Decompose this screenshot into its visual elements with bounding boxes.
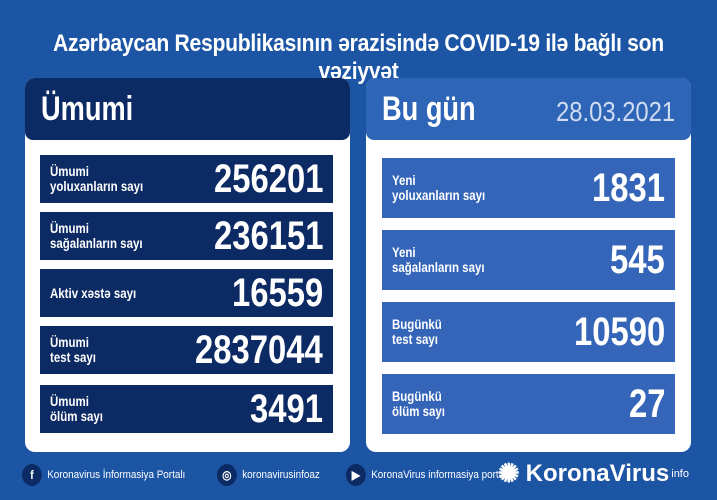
logo-sup: info [671,467,689,480]
stat-row: Bugünkü test sayı 10590 [382,302,675,362]
stat-label: Yeni sağalanların sayı [392,244,485,275]
stat-label: Bugünkü test sayı [392,316,442,347]
logo-text: KoronaVirus [525,459,670,487]
stat-row: Ümumi ölüm sayı 3491 [40,385,333,433]
facebook-link[interactable]: f Koronavirus İnformasiya Portalı [22,464,185,486]
stat-row: Ümumi sağalanların sayı 236151 [40,212,333,260]
stat-value: 27 [628,381,665,426]
total-header: Ümumi [25,78,350,140]
stat-value: 256201 [213,156,323,201]
stat-label: Ümumi sağalanların sayı [50,220,143,251]
stat-label: Yeni yoluxanların sayı [392,172,486,203]
stat-value: 3491 [250,386,323,431]
today-heading: Bu gün [382,90,476,128]
footer: f Koronavirus İnformasiya Portalı ◎ korona… [22,460,717,490]
stat-row: Yeni yoluxanların sayı 1831 [382,158,675,218]
stat-label: Ümumi test sayı [50,334,96,365]
stat-value: 2837044 [195,327,323,372]
instagram-icon: ◎ [217,464,238,486]
stat-value: 545 [610,237,665,282]
stat-value: 16559 [231,270,323,315]
instagram-link[interactable]: ◎ koronavirusinfoaz [217,464,320,486]
youtube-label: KoronaVirus informasiya portalı [370,469,509,481]
facebook-label: Koronavirus İnformasiya Portalı [47,469,186,481]
stat-row: Yeni sağalanların sayı 545 [382,230,675,290]
stat-row: Aktiv xəstə sayı 16559 [40,269,333,317]
today-panel: Bu gün 28.03.2021 Yeni yoluxanların sayı 1… [366,78,691,452]
date: 28.03.2021 [555,96,675,127]
stat-label: Bugünkü ölüm sayı [392,388,445,419]
stat-label: Ümumi yoluxanların sayı [50,163,144,194]
stat-row: Bugünkü ölüm sayı 27 [382,374,675,434]
stat-value: 236151 [213,213,323,258]
youtube-link[interactable]: ▶ KoronaVirus informasiya portalı [345,464,509,486]
instagram-label: koronavirusinfoaz [242,469,321,481]
facebook-icon: f [22,464,42,486]
stat-row: Ümumi yoluxanların sayı 256201 [40,155,333,203]
total-panel: Ümumi Ümumi yoluxanların sayı 256201 Ümum… [25,78,350,452]
youtube-icon: ▶ [345,464,366,486]
stat-value: 10590 [573,309,665,354]
today-header: Bu gün 28.03.2021 [366,78,691,140]
koronavirus-logo: ✺ KoronaVirus info [498,458,689,489]
stat-value: 1831 [592,165,665,210]
stat-label: Ümumi ölüm sayı [50,393,103,424]
stat-row: Ümumi test sayı 2837044 [40,326,333,374]
total-heading: Ümumi [41,90,134,128]
page-title: Azərbaycan Respublikasının ərazisində CO… [53,30,664,85]
stat-label: Aktiv xəstə sayı [50,284,137,301]
virus-sun-icon: ✺ [497,458,520,488]
